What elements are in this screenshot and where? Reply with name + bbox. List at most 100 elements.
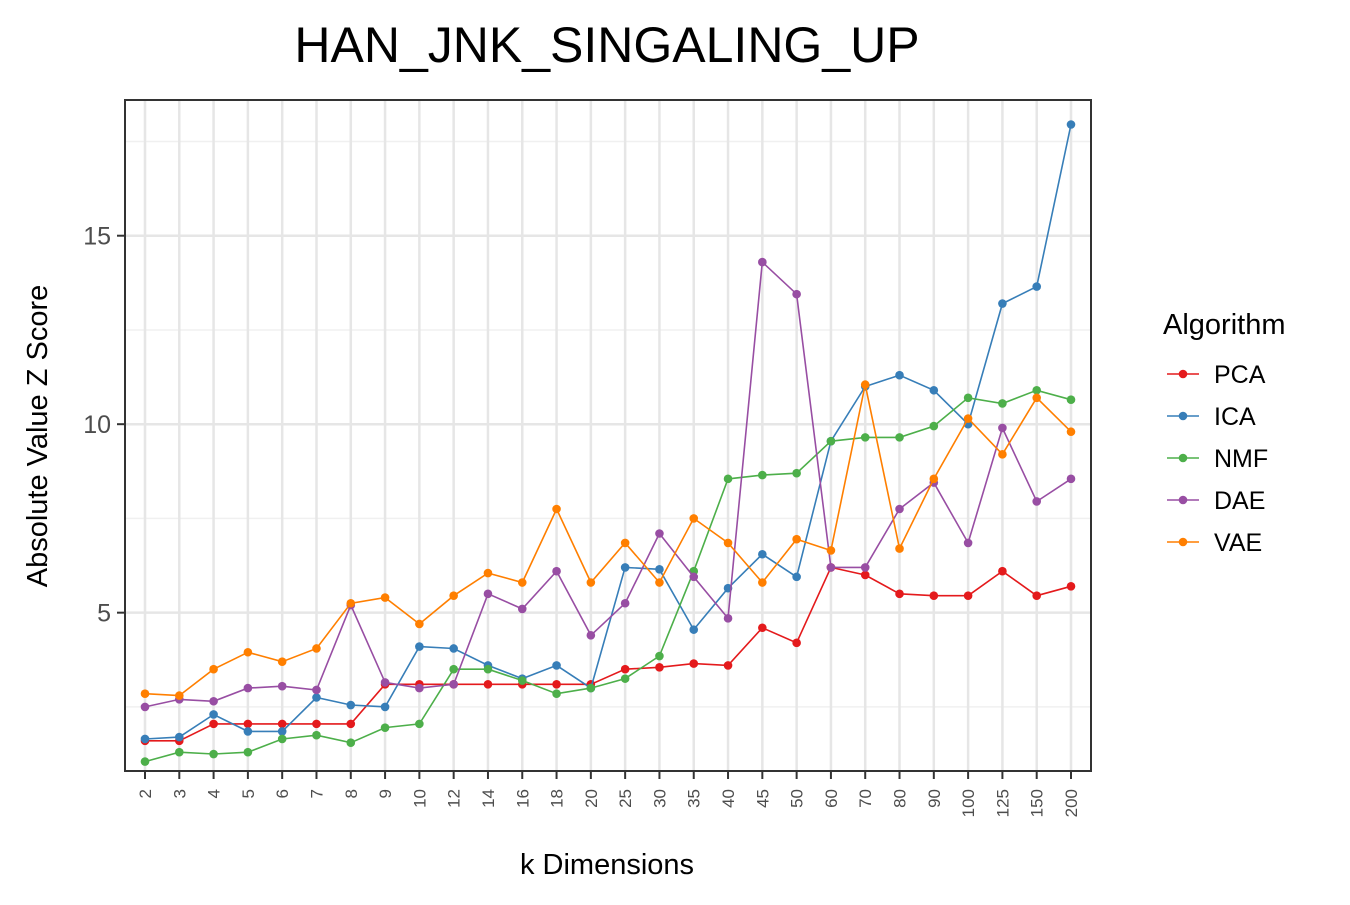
data-point bbox=[1066, 395, 1076, 404]
x-tick-label: 14 bbox=[479, 789, 498, 808]
data-point bbox=[826, 436, 836, 446]
data-point bbox=[655, 651, 664, 661]
series-line bbox=[144, 260, 1072, 708]
data-point bbox=[689, 659, 699, 668]
y-tick-label: 15 bbox=[83, 223, 111, 251]
data-point bbox=[243, 647, 253, 657]
data-point bbox=[517, 676, 527, 685]
data-point bbox=[517, 578, 527, 587]
data-point bbox=[243, 719, 253, 729]
data-point bbox=[140, 757, 150, 766]
data-point bbox=[929, 385, 939, 395]
data-point bbox=[963, 414, 973, 423]
data-point bbox=[758, 470, 767, 480]
series-line bbox=[144, 384, 1072, 697]
data-point bbox=[655, 529, 664, 538]
data-point bbox=[346, 719, 356, 729]
data-point bbox=[620, 598, 630, 608]
data-point bbox=[483, 664, 493, 674]
data-point bbox=[209, 710, 218, 719]
series-ica bbox=[140, 120, 1076, 744]
data-point bbox=[1032, 393, 1042, 403]
data-point bbox=[689, 514, 699, 523]
data-point bbox=[243, 683, 253, 693]
x-tick-label: 7 bbox=[307, 789, 326, 798]
legend-item-ica: ICA bbox=[1167, 403, 1256, 431]
data-point bbox=[243, 747, 253, 757]
data-point bbox=[277, 657, 287, 666]
data-point bbox=[312, 644, 321, 653]
data-point bbox=[998, 299, 1007, 308]
data-point bbox=[929, 421, 939, 431]
data-point bbox=[792, 534, 801, 544]
legend-label: VAE bbox=[1214, 529, 1262, 557]
y-tick-label: 5 bbox=[97, 600, 111, 628]
data-point bbox=[346, 738, 356, 748]
data-point bbox=[380, 723, 390, 732]
x-tick-label: 2 bbox=[136, 789, 155, 798]
x-tick-label: 16 bbox=[513, 789, 532, 808]
data-point bbox=[655, 663, 664, 672]
data-point bbox=[312, 693, 321, 702]
data-point bbox=[586, 630, 596, 640]
data-point bbox=[963, 591, 973, 601]
x-tick-label: 45 bbox=[753, 789, 772, 808]
data-point bbox=[346, 598, 356, 608]
data-point bbox=[209, 664, 218, 674]
x-tick-label: 8 bbox=[342, 789, 361, 798]
data-point bbox=[277, 719, 287, 729]
data-point bbox=[655, 565, 664, 574]
data-point bbox=[758, 257, 767, 267]
data-point bbox=[758, 549, 767, 559]
series-pca bbox=[140, 563, 1076, 746]
data-point bbox=[758, 578, 767, 587]
data-point bbox=[620, 664, 630, 674]
data-point bbox=[620, 674, 630, 683]
panel-border bbox=[124, 99, 1092, 772]
data-point bbox=[483, 589, 493, 599]
legend-item-nmf: NMF bbox=[1167, 445, 1268, 473]
data-point bbox=[449, 591, 458, 601]
x-tick-label: 5 bbox=[239, 789, 258, 798]
x-tick-label: 35 bbox=[685, 789, 704, 808]
data-point bbox=[792, 468, 801, 478]
data-point bbox=[552, 504, 561, 514]
data-point bbox=[552, 661, 561, 670]
data-point bbox=[998, 450, 1007, 459]
legend-title: Algorithm bbox=[1163, 309, 1286, 341]
data-point bbox=[586, 578, 596, 587]
legend-label: ICA bbox=[1214, 403, 1256, 431]
x-tick-label: 30 bbox=[650, 789, 669, 808]
data-point bbox=[415, 683, 424, 693]
data-point bbox=[860, 563, 870, 572]
data-point bbox=[689, 625, 699, 634]
legend-label: PCA bbox=[1214, 361, 1266, 389]
series-layer bbox=[140, 120, 1076, 766]
data-point bbox=[620, 538, 630, 548]
x-tick-label: 10 bbox=[410, 789, 429, 808]
x-tick-label: 125 bbox=[993, 789, 1012, 817]
data-point bbox=[929, 474, 939, 484]
data-point bbox=[552, 689, 561, 699]
data-point bbox=[586, 683, 596, 693]
data-point bbox=[140, 689, 150, 699]
data-point bbox=[1066, 120, 1076, 129]
data-point bbox=[277, 681, 287, 691]
legend-item-vae: VAE bbox=[1167, 529, 1262, 557]
data-point bbox=[483, 568, 493, 578]
series-vae bbox=[140, 380, 1076, 700]
data-point bbox=[963, 538, 973, 548]
data-point bbox=[209, 719, 218, 729]
data-point bbox=[380, 678, 390, 687]
legend-label: DAE bbox=[1214, 487, 1265, 515]
x-tick-label: 60 bbox=[822, 789, 841, 808]
data-point bbox=[277, 727, 287, 736]
data-point bbox=[895, 433, 904, 442]
data-point bbox=[312, 730, 321, 740]
data-point bbox=[655, 578, 664, 587]
data-point bbox=[380, 593, 390, 602]
data-point bbox=[792, 638, 801, 648]
x-tick-label: 150 bbox=[1028, 789, 1047, 817]
